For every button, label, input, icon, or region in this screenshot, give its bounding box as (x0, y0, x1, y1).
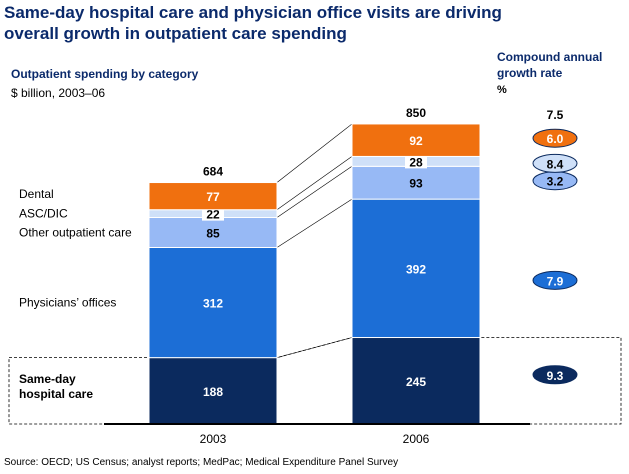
total-label-2006: 850 (406, 106, 426, 120)
x-tick-label-2003: 2003 (200, 432, 227, 446)
bar-segment-physicians-offices-2006 (351, 198, 481, 339)
cagr-badge-same-day-hospital-care (532, 365, 578, 385)
bar-segment-dental-2006 (351, 123, 481, 157)
cagr-total-value: 7.5 (547, 108, 564, 122)
cagr-badge-physicians-offices (532, 270, 578, 290)
cagr-unit: % (497, 84, 507, 96)
series-label-same-day-hospital-care: Same-day hospital care (19, 372, 93, 401)
connector-line (276, 123, 353, 183)
bar-segment-other-outpatient-care-2003 (148, 216, 278, 248)
cagr-value-asc-dic: 8.4 (547, 157, 564, 171)
chart-title: Same-day hospital care and physician off… (4, 3, 502, 43)
highlight-box (8, 337, 622, 425)
data-label-other-outpatient-care-2006: 93 (409, 177, 423, 191)
chart-subtitle: Outpatient spending by category (11, 67, 199, 81)
bar-segment-same-day-hospital-care-2003 (148, 357, 278, 425)
cagr-badge-asc-dic (532, 153, 578, 173)
bar-segment-physicians-offices-2003 (148, 247, 278, 359)
connector-line (276, 337, 353, 358)
source-note: Source: OECD; US Census; analyst reports… (4, 457, 399, 468)
label-background (202, 208, 224, 221)
cagr-header: Compound annual growth rate (497, 50, 603, 80)
cagr-value-physicians-offices: 7.9 (547, 274, 564, 288)
data-label-asc-dic-2006: 28 (409, 155, 423, 169)
units-label: $ billion, 2003–06 (11, 86, 106, 100)
data-label-other-outpatient-care-2003: 85 (206, 226, 220, 240)
connector-line (276, 156, 353, 210)
data-label-same-day-hospital-care-2006: 245 (406, 375, 426, 389)
data-label-dental-2006: 92 (409, 134, 423, 148)
data-label-physicians-offices-2003: 312 (203, 297, 223, 311)
bar-segment-other-outpatient-care-2006 (351, 165, 481, 200)
series-label-dental: Dental (19, 187, 54, 201)
data-label-dental-2003: 77 (206, 190, 220, 204)
connector-line (276, 166, 353, 218)
series-label-other-outpatient-care: Other outpatient care (19, 225, 132, 239)
series-label-physicians-offices: Physicians’ offices (19, 296, 116, 310)
data-label-physicians-offices-2006: 392 (406, 262, 426, 276)
data-label-same-day-hospital-care-2003: 188 (203, 385, 223, 399)
cagr-badge-dental (532, 128, 578, 148)
x-tick-label-2006: 2006 (403, 432, 430, 446)
data-label-asc-dic-2003: 22 (206, 208, 220, 222)
total-label-2003: 684 (203, 165, 223, 179)
cagr-value-other-outpatient-care: 3.2 (547, 175, 564, 189)
cagr-value-dental: 6.0 (547, 132, 564, 146)
label-background (405, 156, 427, 169)
connector-line (276, 198, 353, 248)
series-label-asc-dic: ASC/DIC (19, 207, 68, 221)
bar-segment-dental-2003 (148, 182, 278, 211)
cagr-value-same-day-hospital-care: 9.3 (547, 369, 564, 383)
